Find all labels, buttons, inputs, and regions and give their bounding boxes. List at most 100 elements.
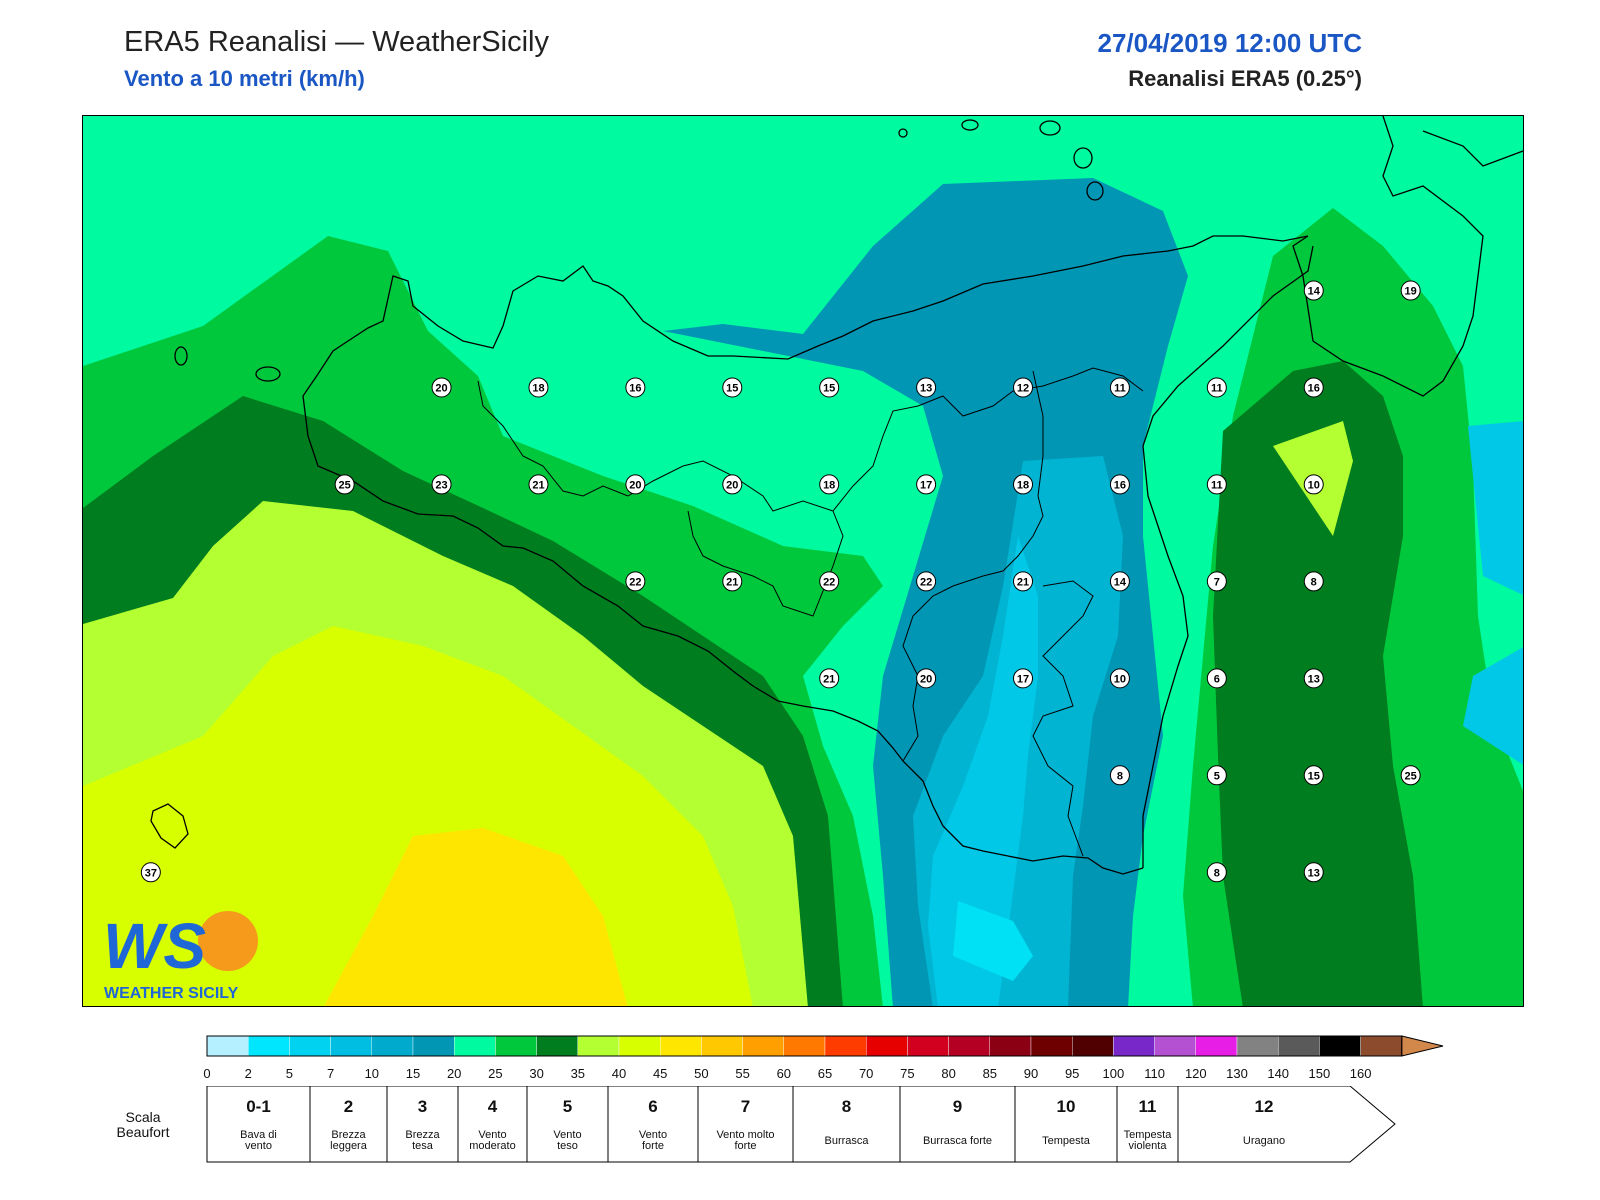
station-marker: 21 — [722, 571, 743, 592]
beaufort-cell: 0-1 Bava di vento — [206, 1086, 311, 1163]
logo-letters: WS — [103, 910, 206, 982]
station-value: 11 — [1114, 382, 1126, 394]
station-circle — [1013, 571, 1034, 592]
station-circle — [1206, 668, 1227, 689]
colorbar-tick-label: 120 — [1185, 1066, 1207, 1081]
station-value: 37 — [145, 867, 157, 879]
station-circle — [1303, 280, 1324, 301]
border-1 — [477, 380, 629, 497]
beaufort-scale-label: Scala Beaufort — [116, 1109, 170, 1140]
station-marker: 6 — [1206, 668, 1227, 689]
colorbar-cell — [618, 1035, 661, 1057]
station-value: 23 — [435, 479, 447, 491]
station-marker: 15 — [819, 377, 840, 398]
island-egadi — [255, 366, 281, 382]
wind-stations: 20 18 16 15 15 13 12 11 11 16 14 19 25 23 21 20 20 18 17 18… — [140, 280, 1421, 883]
station-marker: 25 — [1400, 765, 1421, 786]
station-marker: 16 — [1303, 377, 1324, 398]
colorbar-tick-label: 70 — [859, 1066, 873, 1081]
station-marker: 20 — [916, 668, 937, 689]
station-circle — [1109, 668, 1130, 689]
station-value: 21 — [1017, 576, 1029, 588]
station-value: 21 — [726, 576, 738, 588]
station-marker: 23 — [431, 474, 452, 495]
border-3 — [687, 510, 844, 617]
beaufort-box — [792, 1086, 901, 1163]
station-value: 15 — [823, 382, 835, 394]
station-marker: 21 — [819, 668, 840, 689]
station-value: 16 — [629, 382, 641, 394]
colorbar-tick-label: 65 — [818, 1066, 832, 1081]
station-value: 11 — [1211, 382, 1223, 394]
beaufort-cell: 12 Uragano — [1177, 1086, 1396, 1163]
valid-datetime: 27/04/2019 12:00 UTC — [1097, 28, 1362, 58]
map-title: ERA5 Reanalisi — WeatherSicily — [124, 26, 549, 58]
colorbar-cell — [454, 1035, 496, 1057]
island-filicudi — [961, 119, 979, 131]
wind-speed-colorbar: 0 2 5 7 10 15 20 25 30 35 40 45 50 55 60 65 70 75 80 85 90 95… — [203, 1035, 1444, 1081]
station-marker: 13 — [1303, 862, 1324, 883]
station-circle — [1206, 765, 1227, 786]
colorbar-cell — [1030, 1035, 1073, 1057]
station-value: 18 — [532, 382, 544, 394]
colorbar-cell — [660, 1035, 702, 1057]
station-marker: 16 — [1109, 474, 1130, 495]
station-value: 16 — [1308, 382, 1320, 394]
border-4 — [832, 390, 1014, 512]
station-value: 7 — [1214, 576, 1220, 588]
station-marker: 8 — [1109, 765, 1130, 786]
colorbar-tick-label: 150 — [1309, 1066, 1331, 1081]
station-marker: 21 — [528, 474, 549, 495]
station-circle — [722, 474, 743, 495]
station-value: 22 — [823, 576, 835, 588]
border-6 — [912, 370, 1044, 617]
station-circle — [916, 668, 937, 689]
station-circle — [1109, 765, 1130, 786]
beaufort-description: Bava di vento — [240, 1129, 277, 1152]
beaufort-cell: 8 Burrasca — [792, 1086, 901, 1163]
coast-south — [777, 700, 1144, 875]
colorbar-cell — [1319, 1035, 1361, 1057]
station-value: 13 — [1308, 867, 1320, 879]
station-value: 15 — [726, 382, 738, 394]
station-value: 20 — [726, 479, 738, 491]
station-value: 10 — [1308, 479, 1320, 491]
colorbar-tick-label: 20 — [447, 1066, 461, 1081]
beaufort-number: 3 — [418, 1097, 427, 1116]
colorbar-tick-label: 80 — [941, 1066, 955, 1081]
station-marker: 17 — [1013, 668, 1034, 689]
beaufort-cell: 6 Vento forte — [607, 1086, 699, 1163]
station-circle — [1206, 474, 1227, 495]
station-circle — [625, 377, 646, 398]
station-marker: 19 — [1400, 280, 1421, 301]
weathersicily-logo: WS WEATHER SICILY — [98, 906, 278, 1006]
beaufort-cell: 5 Vento teso — [526, 1086, 609, 1163]
station-circle — [1013, 474, 1034, 495]
coast-calabria — [1292, 116, 1484, 397]
colorbar-cell — [1360, 1035, 1402, 1057]
colorbar-outline — [206, 1035, 1403, 1057]
colorbar-cell — [701, 1035, 743, 1057]
station-marker: 22 — [625, 571, 646, 592]
station-circle — [1400, 765, 1421, 786]
beaufort-number: 6 — [648, 1097, 657, 1116]
data-source: Reanalisi ERA5 (0.25°) — [1128, 66, 1362, 91]
station-circle — [1206, 862, 1227, 883]
station-marker: 22 — [916, 571, 937, 592]
beaufort-description: Tempesta violenta — [1124, 1129, 1173, 1152]
colorbar-tick-label: 35 — [571, 1066, 585, 1081]
colorbar-cell — [1071, 1035, 1114, 1057]
station-circle — [1109, 571, 1130, 592]
border-7 — [902, 615, 919, 762]
station-value: 17 — [920, 479, 932, 491]
station-circle — [1303, 377, 1324, 398]
station-value: 18 — [823, 479, 835, 491]
station-circle — [334, 474, 355, 495]
station-marker: 13 — [916, 377, 937, 398]
station-marker: 14 — [1303, 280, 1324, 301]
station-value: 12 — [1017, 382, 1029, 394]
station-value: 25 — [1405, 770, 1417, 782]
colorbar-tick-label: 2 — [245, 1066, 252, 1081]
beaufort-description: Brezza tesa — [405, 1129, 440, 1152]
colorbar-cell — [783, 1035, 826, 1057]
